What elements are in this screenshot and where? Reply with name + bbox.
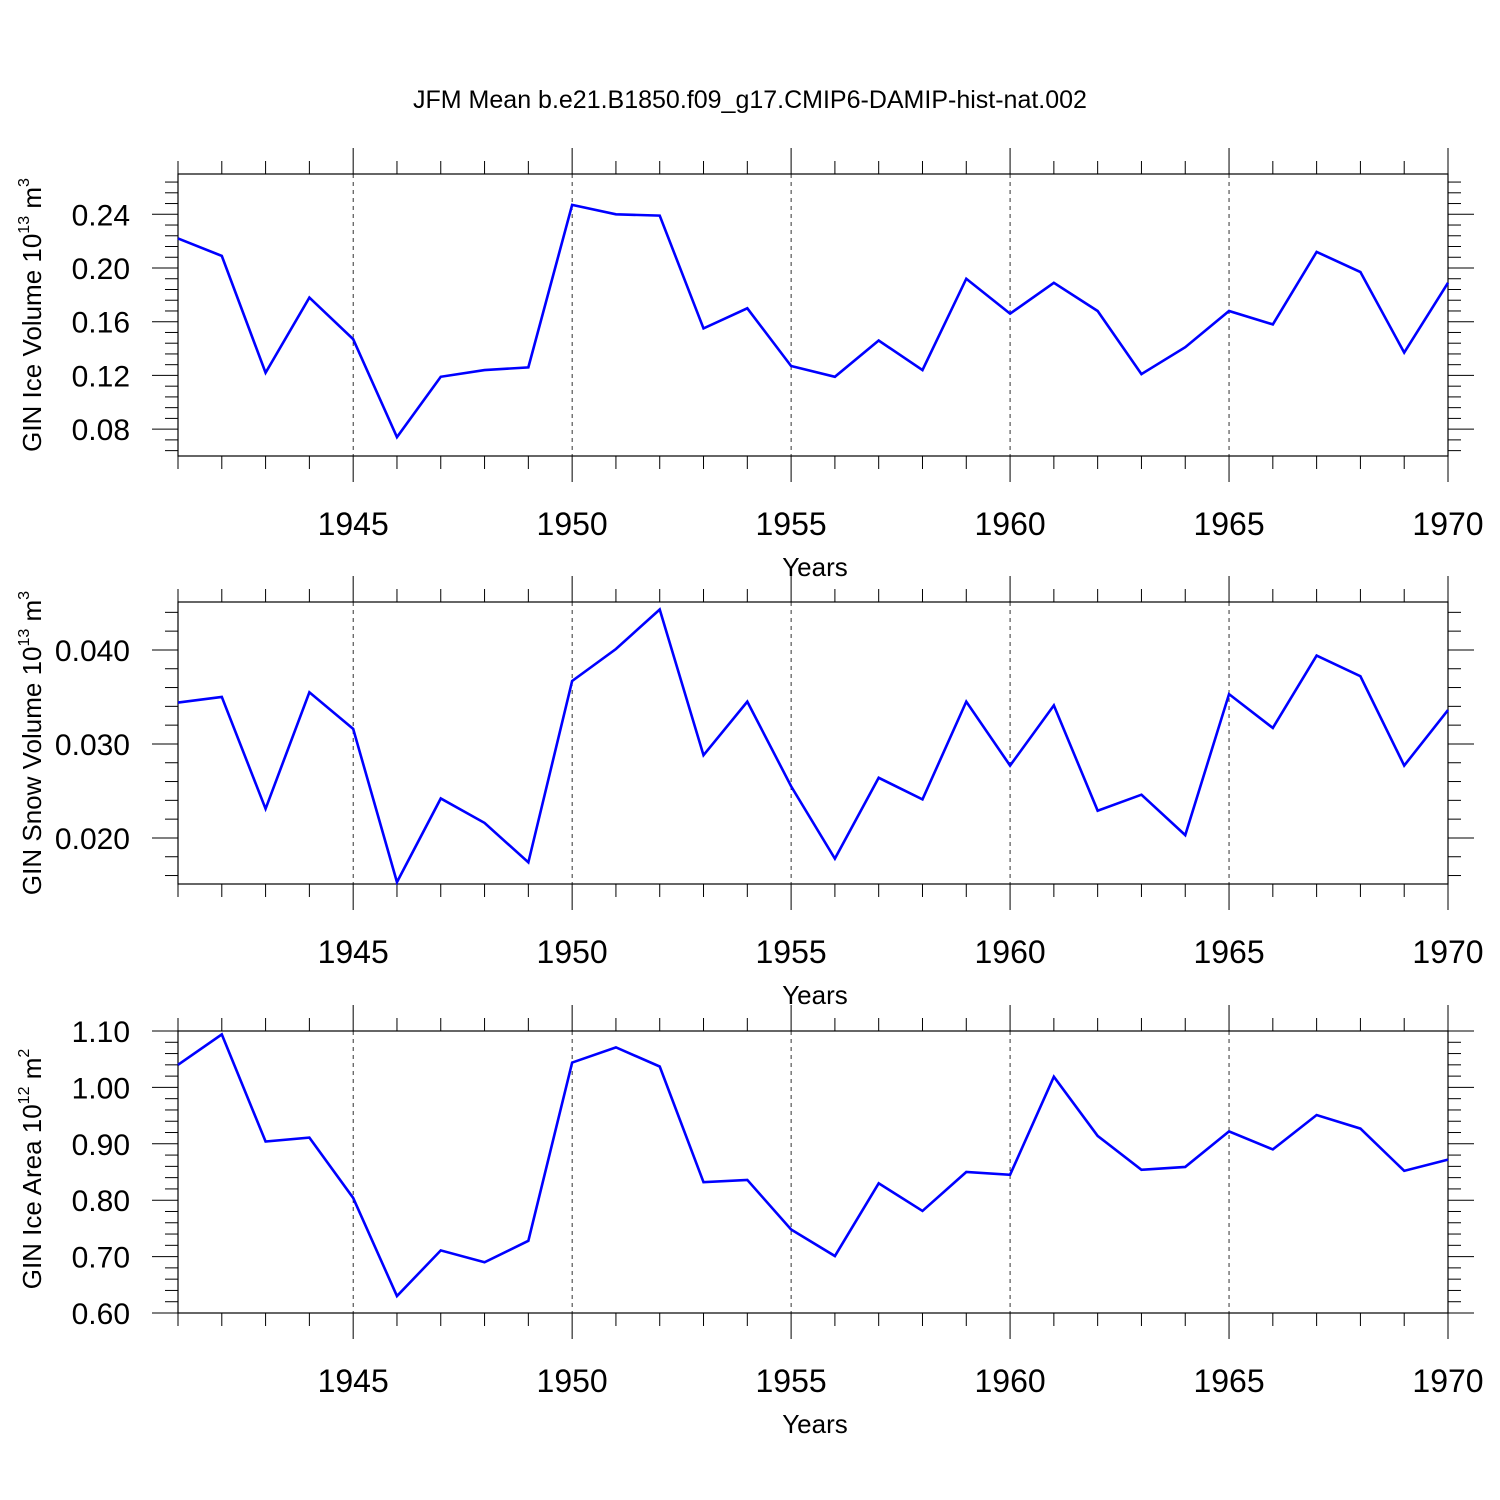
x-axis-label: Years [782, 980, 848, 1010]
y-axis-label-part: GIN Ice Area 10 [17, 1104, 47, 1289]
x-tick-label: 1970 [1412, 934, 1483, 970]
x-tick-label: 1965 [1193, 506, 1264, 542]
y-tick-label: 0.60 [72, 1298, 130, 1331]
y-tick-label: 0.16 [72, 307, 130, 340]
y-axis-label-part: 2 [16, 1049, 33, 1058]
series-line [177, 1032, 1449, 1299]
y-axis-label-part: GIN Ice Volume 10 [17, 234, 47, 452]
series-line [177, 607, 1450, 886]
y-axis-label-part: m [17, 1058, 47, 1087]
y-axis-label: GIN Ice Area 1012 m2 [16, 1049, 47, 1290]
figure-title: JFM Mean b.e21.B1850.f09_g17.CMIP6-DAMIP… [413, 86, 1087, 114]
x-tick-label: 1960 [974, 934, 1045, 970]
x-tick-label: 1945 [318, 506, 389, 542]
x-tick-label: 1955 [756, 506, 827, 542]
series-line [177, 203, 1450, 440]
y-axis-label: GIN Snow Volume 1013 m3 [16, 591, 47, 895]
y-axis-label-part: 13 [16, 629, 33, 647]
y-axis-label-part: 12 [16, 1086, 33, 1104]
plot-frame [177, 601, 1449, 885]
x-tick-label: 1955 [756, 934, 827, 970]
x-tick-label: 1950 [537, 1363, 608, 1399]
panel-ice-area: 0.60 0.70 0.80 0.90 1.00 1.10 1945 1950 1955 1960… [16, 1005, 1484, 1439]
y-axis-label-part: 3 [16, 178, 33, 187]
y-tick-label: 0.20 [72, 253, 130, 286]
x-tick-label: 1960 [974, 1363, 1045, 1399]
x-tick-label: 1970 [1412, 506, 1483, 542]
x-tick-label: 1945 [318, 934, 389, 970]
y-tick-label: 0.90 [72, 1129, 130, 1162]
y-axis-label-part: 3 [16, 591, 33, 600]
x-tick-label: 1950 [537, 506, 608, 542]
y-tick-label: 0.040 [55, 635, 130, 668]
x-tick-label: 1945 [318, 1363, 389, 1399]
x-axis-label: Years [782, 552, 848, 582]
panel-snow-volume: 0.020 0.030 0.040 1945 1950 1955 1960 1965 1970 Y… [16, 576, 1484, 1010]
y-tick-label: 0.08 [72, 414, 130, 447]
y-tick-label: 0.24 [72, 199, 130, 232]
x-tick-label: 1965 [1193, 1363, 1264, 1399]
y-tick-label: 0.80 [72, 1185, 130, 1218]
x-tick-label: 1965 [1193, 934, 1264, 970]
y-tick-label: 0.12 [72, 360, 130, 393]
y-axis-label-part: m [17, 187, 47, 216]
x-tick-label: 1970 [1412, 1363, 1483, 1399]
y-axis-label: GIN Ice Volume 1013 m3 [16, 178, 47, 452]
plot-frame [177, 1030, 1449, 1314]
y-axis-label-part: 13 [16, 216, 33, 234]
y-tick-label: 0.020 [55, 823, 130, 856]
y-tick-label: 1.00 [72, 1072, 130, 1105]
x-tick-label: 1955 [756, 1363, 827, 1399]
y-tick-label: 0.030 [55, 729, 130, 762]
y-tick-label: 0.70 [72, 1242, 130, 1275]
x-axis-label: Years [782, 1409, 848, 1439]
x-tick-label: 1960 [974, 506, 1045, 542]
y-tick-label: 1.10 [72, 1016, 130, 1049]
plot-frame [177, 173, 1449, 457]
y-axis-label-part: m [17, 600, 47, 629]
panel-ice-volume: 0.08 0.12 0.16 0.20 0.24 1945 1950 1955 1960 1965… [16, 148, 1484, 582]
y-axis-label-part: GIN Snow Volume 10 [17, 647, 47, 896]
x-tick-label: 1950 [537, 934, 608, 970]
